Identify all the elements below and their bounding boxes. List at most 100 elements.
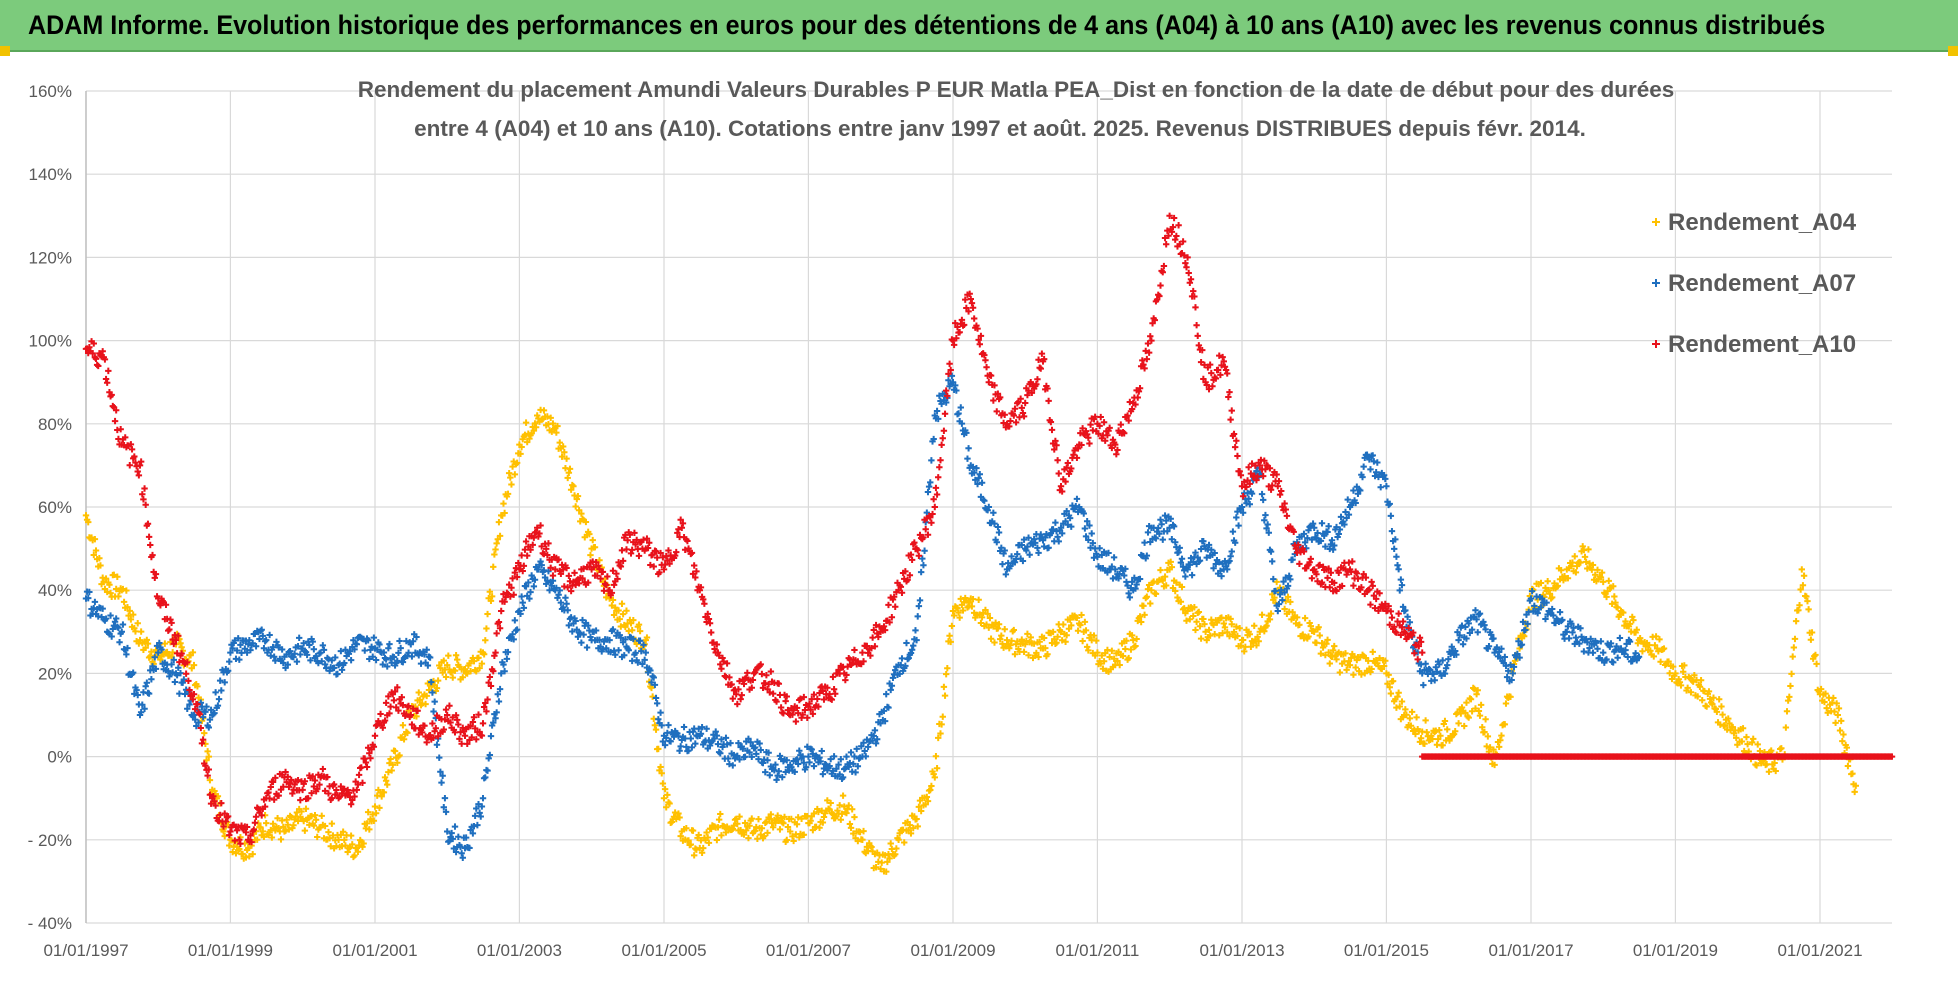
data-point [109,625,117,633]
data-point [1086,440,1093,447]
data-point [1173,232,1180,240]
data-point [995,529,1003,536]
data-point [1159,536,1166,543]
data-point [767,668,775,675]
data-point [364,808,372,816]
data-point [1168,228,1176,236]
data-point [1165,232,1172,239]
data-point [877,865,884,873]
data-point [1001,547,1008,554]
report-banner: ADAM Informe. Evolution historique des p… [0,0,1958,52]
data-point [1101,437,1109,444]
data-point [802,763,810,771]
data-point [1282,506,1289,513]
data-point [369,811,376,818]
x-tick-label: 01/01/2005 [621,941,706,960]
data-point [1419,670,1426,677]
data-point [1177,559,1185,566]
data-point [1472,705,1479,712]
data-point [1304,534,1311,542]
data-point [559,566,567,573]
data-point [921,547,928,554]
data-point [985,379,993,386]
data-point [101,356,109,363]
data-point [1431,677,1438,684]
data-point [867,652,874,659]
data-point [1336,669,1344,676]
data-point [723,741,731,748]
data-point [1152,535,1160,542]
data-point [505,469,513,477]
data-point [722,734,730,742]
data-point [1124,582,1131,589]
data-point [444,828,451,835]
data-point [616,615,623,623]
data-point [754,835,761,842]
data-point [881,852,889,859]
data-point [1145,581,1153,589]
data-point [1221,624,1229,631]
data-point [1756,747,1764,755]
data-point [388,767,395,774]
data-point [737,695,744,703]
data-point [973,464,980,472]
data-point [769,824,777,831]
data-point [705,615,713,623]
data-point [1019,557,1027,565]
data-point [1355,667,1363,675]
data-point [347,656,355,664]
data-point [1128,578,1136,586]
data-point [1374,459,1381,466]
data-point [1274,483,1281,490]
data-point [282,827,289,834]
data-point [1064,521,1072,528]
data-point [999,560,1006,568]
data-point [1597,638,1605,645]
data-point [1396,703,1403,710]
data-point [1282,574,1289,581]
data-point [282,664,289,672]
data-point [1267,548,1275,555]
data-point [1175,549,1182,556]
data-point [1020,648,1028,656]
data-point [624,537,631,544]
data-point [1292,545,1300,552]
data-point [1510,663,1518,671]
data-point [423,692,430,700]
data-point [351,793,358,800]
data-point [975,474,982,482]
data-point [562,594,569,601]
data-point [105,629,112,636]
data-point [475,654,482,661]
data-point [725,755,732,762]
data-point [703,829,710,836]
data-point [970,315,978,322]
data-point [294,643,302,650]
data-point [1329,647,1337,654]
data-point [547,564,554,571]
data-point [1505,667,1512,675]
data-point [1024,630,1031,638]
data-point [1167,558,1174,566]
data-point [1786,693,1793,701]
data-point [269,778,277,786]
data-point [869,634,876,641]
data-point [532,528,540,536]
data-point [938,721,945,728]
data-point [1551,580,1558,587]
data-point [381,717,389,724]
data-point [1083,431,1091,438]
data-point [382,699,390,707]
data-point [399,722,407,729]
data-point [191,705,199,713]
data-point [518,552,525,559]
data-point [883,690,890,698]
data-point [108,391,115,399]
data-point [1079,637,1086,645]
data-point [1011,651,1019,658]
data-point [462,834,470,841]
data-point [729,762,736,769]
data-point [619,557,627,565]
data-point [651,722,659,729]
data-point [513,626,521,633]
